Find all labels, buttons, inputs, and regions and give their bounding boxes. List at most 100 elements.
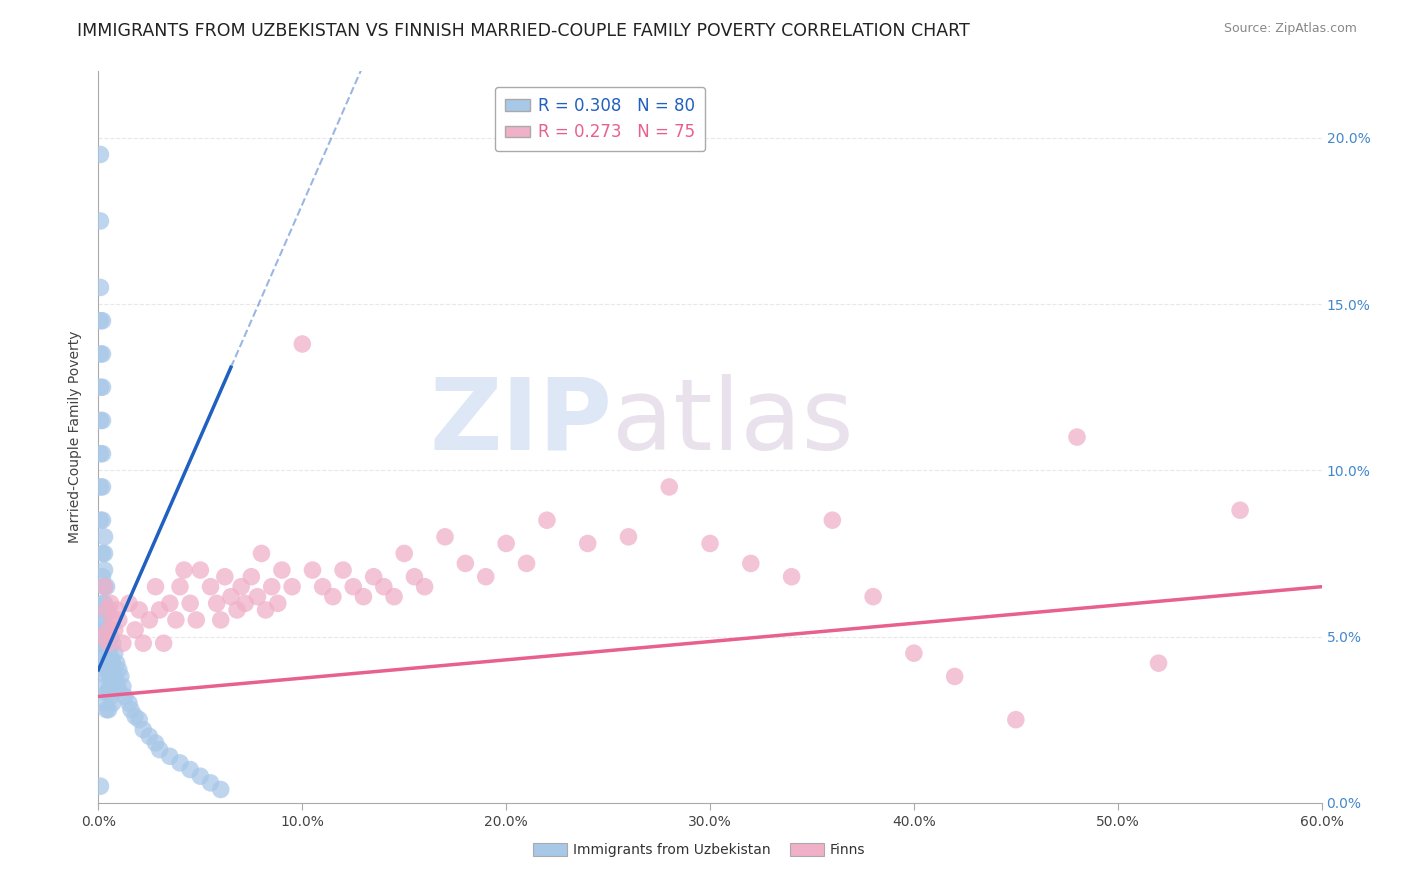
Point — [576, 536, 599, 550]
Point — [93, 613, 115, 627]
Point — [93, 546, 115, 560]
Point — [104, 646, 127, 660]
Point — [89, 480, 111, 494]
Point — [1147, 656, 1170, 670]
Point — [495, 536, 517, 550]
Point — [91, 630, 114, 644]
Point — [89, 447, 111, 461]
Point — [373, 580, 395, 594]
Point — [219, 590, 242, 604]
Point — [536, 513, 558, 527]
Point — [254, 603, 277, 617]
Point — [89, 413, 111, 427]
Point — [233, 596, 256, 610]
Point — [188, 563, 212, 577]
Point — [101, 676, 124, 690]
Point — [89, 779, 111, 793]
Point — [108, 613, 131, 627]
Point — [120, 703, 142, 717]
Point — [114, 690, 136, 704]
Point — [250, 546, 273, 560]
Point — [96, 686, 118, 700]
Point — [1229, 503, 1251, 517]
Bar — [533, 843, 567, 856]
Point — [209, 782, 232, 797]
Point — [740, 557, 762, 571]
Point — [111, 636, 134, 650]
Point — [91, 613, 114, 627]
Point — [100, 669, 122, 683]
Point — [89, 513, 111, 527]
Text: ZIP: ZIP — [429, 374, 612, 471]
Point — [89, 314, 111, 328]
Point — [105, 676, 128, 690]
Point — [138, 613, 160, 627]
Point — [1066, 430, 1088, 444]
Point — [132, 636, 155, 650]
Point — [101, 636, 124, 650]
Point — [96, 640, 118, 654]
Point — [152, 636, 174, 650]
Point — [363, 570, 385, 584]
Point — [100, 690, 122, 704]
Point — [145, 736, 167, 750]
Text: Source: ZipAtlas.com: Source: ZipAtlas.com — [1223, 22, 1357, 36]
Point — [89, 214, 111, 228]
Point — [91, 447, 114, 461]
Point — [91, 630, 114, 644]
Point — [97, 623, 120, 637]
Point — [104, 623, 127, 637]
Point — [231, 580, 253, 594]
Point — [132, 723, 155, 737]
Point — [100, 596, 122, 610]
Point — [138, 729, 160, 743]
Point — [97, 663, 120, 677]
Point — [93, 646, 115, 660]
Point — [780, 570, 803, 584]
Point — [149, 603, 172, 617]
Point — [89, 147, 111, 161]
Point — [332, 563, 354, 577]
Point — [110, 669, 132, 683]
Point — [89, 347, 111, 361]
Point — [105, 656, 128, 670]
Point — [100, 649, 122, 664]
Point — [454, 557, 477, 571]
Point — [240, 570, 263, 584]
Point — [474, 570, 498, 584]
Point — [97, 636, 120, 650]
Point — [159, 749, 181, 764]
Point — [93, 630, 115, 644]
Point — [101, 656, 124, 670]
Point — [91, 314, 114, 328]
Point — [352, 590, 374, 604]
Point — [96, 669, 118, 683]
Point — [91, 513, 114, 527]
Point — [93, 680, 115, 694]
Point — [179, 596, 201, 610]
Point — [862, 590, 884, 604]
Point — [169, 580, 191, 594]
Text: Finns: Finns — [830, 843, 866, 856]
Point — [128, 713, 150, 727]
Point — [101, 696, 124, 710]
Point — [165, 613, 187, 627]
Point — [111, 680, 134, 694]
Y-axis label: Married-Couple Family Poverty: Married-Couple Family Poverty — [69, 331, 83, 543]
Point — [93, 563, 115, 577]
Point — [179, 763, 201, 777]
Text: IMMIGRANTS FROM UZBEKISTAN VS FINNISH MARRIED-COUPLE FAMILY POVERTY CORRELATION : IMMIGRANTS FROM UZBEKISTAN VS FINNISH MA… — [77, 22, 970, 40]
Point — [149, 742, 172, 756]
Point — [89, 280, 111, 294]
Point — [658, 480, 681, 494]
Point — [169, 756, 191, 770]
Point — [159, 596, 181, 610]
Point — [124, 623, 146, 637]
Point — [246, 590, 269, 604]
Point — [1004, 713, 1026, 727]
Legend: R = 0.308   N = 80, R = 0.273   N = 75: R = 0.308 N = 80, R = 0.273 N = 75 — [495, 87, 706, 152]
Point — [226, 603, 249, 617]
Point — [382, 590, 405, 604]
Point — [91, 413, 114, 427]
Point — [108, 682, 131, 697]
